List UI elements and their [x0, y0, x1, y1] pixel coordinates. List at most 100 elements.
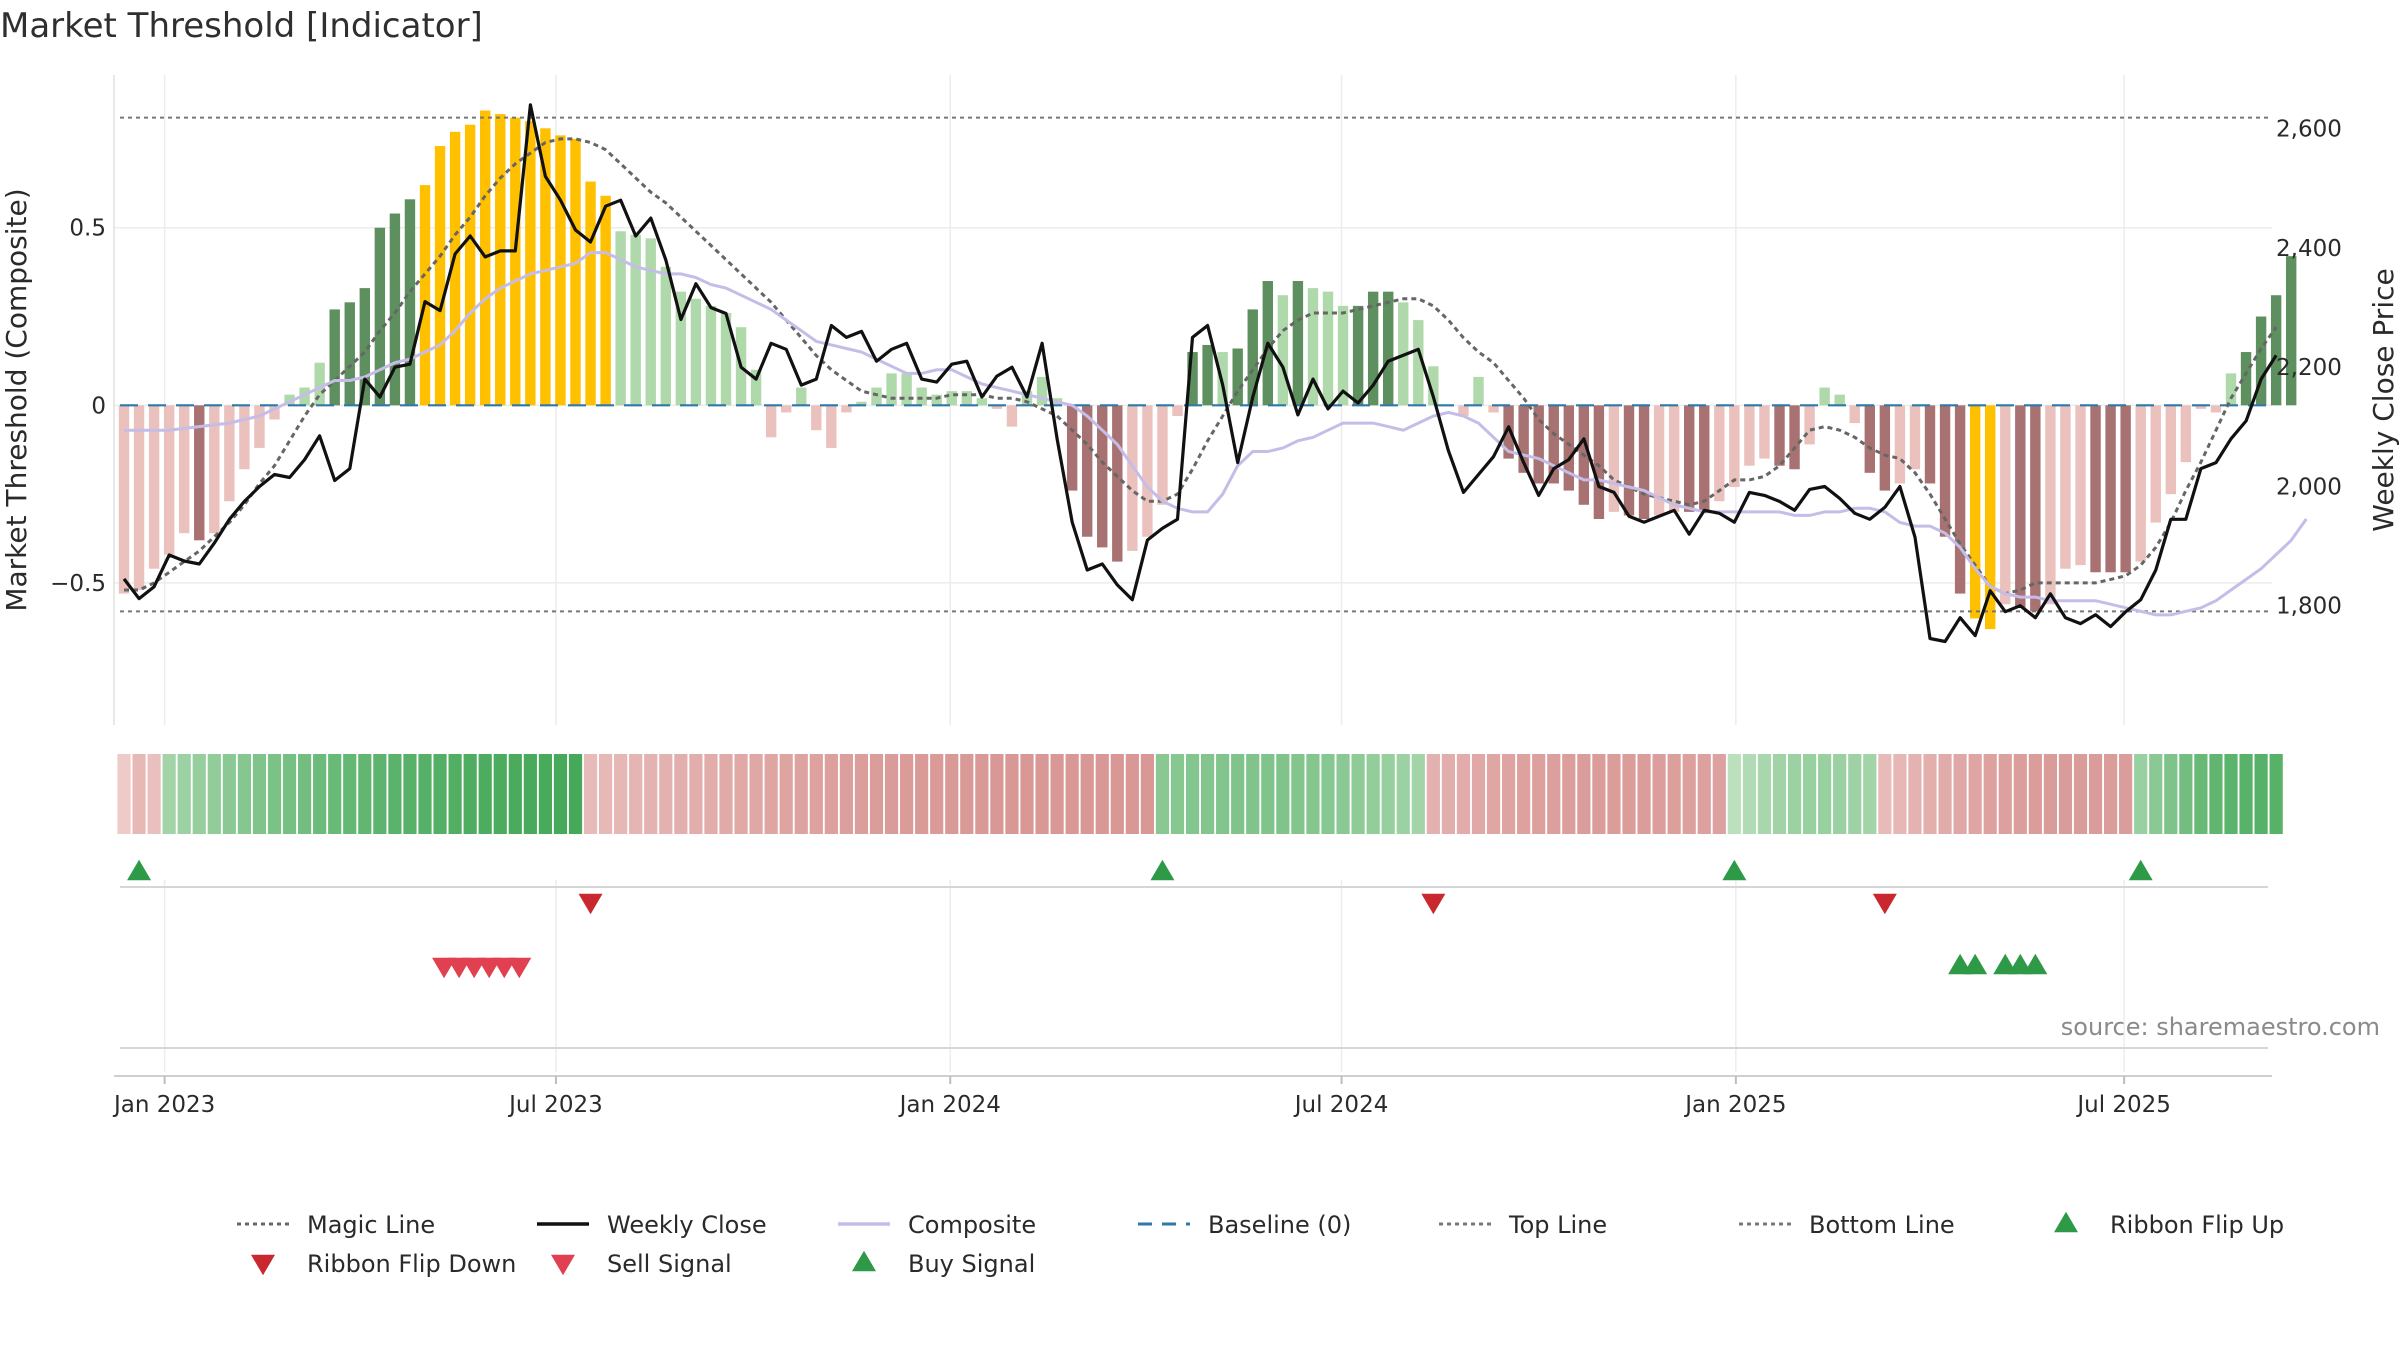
composite-bar [1744, 405, 1755, 466]
composite-bar [720, 312, 732, 406]
ribbon-flip-up-marker [2128, 859, 2153, 881]
composite-bar [269, 405, 280, 420]
ribbon-cell [583, 754, 598, 834]
ribbon-cell [884, 754, 899, 834]
ribbon-cell [267, 754, 282, 834]
ribbon-cell [1908, 754, 1922, 834]
composite-bar [133, 405, 145, 591]
ribbon-cell [719, 754, 733, 834]
weekly-close-line [122, 103, 2278, 644]
ribbon-cell [448, 754, 462, 834]
composite-bar [2090, 405, 2101, 573]
ribbon-cell [418, 754, 432, 834]
y-tick-label: −0.5 [50, 571, 106, 597]
ribbon-cell [1050, 754, 1064, 834]
composite-bar [1849, 405, 1860, 424]
composite-bar [2210, 405, 2222, 413]
x-tick-label: Jan 2023 [112, 1092, 215, 1118]
signal-markers [120, 859, 2268, 1049]
x-tick-label: Jul 2025 [2075, 1092, 2171, 1118]
legend-label: Magic Line [307, 1211, 435, 1239]
ribbon-cell [1065, 754, 1079, 834]
ribbon-cell [2194, 754, 2208, 834]
composite-bar [1142, 405, 1153, 537]
chart-title: Market Threshold [Indicator] [0, 6, 483, 46]
composite-bar [1066, 405, 1078, 491]
composite-bar [1157, 405, 1168, 505]
ribbon-cell [162, 754, 176, 834]
sell-signal-marker [492, 957, 517, 979]
ribbon-cell [1787, 754, 1802, 834]
composite-bar [1413, 320, 1424, 406]
ribbon-cell [990, 754, 1004, 834]
ribbon-cell [1938, 754, 1952, 834]
ribbon-cell [177, 754, 191, 834]
ribbon-cell [1757, 754, 1772, 834]
ribbon-cell [2119, 754, 2133, 834]
buy-signal-marker [1948, 953, 1973, 975]
ribbon-cell [373, 754, 387, 834]
ribbon-cell [839, 754, 853, 834]
ribbon-cell [945, 754, 959, 834]
ribbon-cell [1592, 754, 1606, 834]
ribbon-cell [1306, 754, 1320, 834]
composite-bar [1563, 405, 1574, 491]
composite-bar [1638, 405, 1650, 519]
ribbon-cell [1456, 754, 1471, 834]
y2-tick-label: 1,800 [2276, 594, 2342, 620]
composite-bar [1729, 405, 1740, 488]
composite-bar [404, 199, 416, 406]
sell-signal-marker [432, 957, 457, 979]
composite-bar [329, 309, 340, 406]
composite-bar [1352, 305, 1364, 406]
composite-bar [1985, 405, 1996, 630]
composite-bar [615, 231, 626, 406]
composite-bar [179, 405, 190, 534]
ribbon-cell [1231, 754, 1245, 834]
ribbon-cell [659, 754, 673, 834]
legend-label: Buy Signal [908, 1250, 1035, 1278]
composite-bar [314, 362, 325, 406]
buy-signal-marker [1993, 953, 2018, 975]
y2-tick-label: 2,200 [2276, 355, 2342, 381]
ribbon-cell [1622, 754, 1636, 834]
legend-label: Top Line [1508, 1211, 1607, 1239]
ribbon-cell [1080, 754, 1094, 834]
composite-bar [841, 405, 852, 413]
ribbon-cell [1321, 754, 1335, 834]
composite-bar [2240, 352, 2252, 406]
legend-label: Baseline (0) [1208, 1211, 1351, 1239]
composite-bar [675, 291, 687, 406]
composite-bar [1367, 291, 1379, 406]
ribbon-cell [975, 754, 989, 834]
ribbon-cell [779, 754, 793, 834]
composite-bar [826, 405, 837, 448]
ribbon-flip-up-marker [1722, 859, 1747, 881]
ribbon-cell [2239, 754, 2253, 834]
composite-bar [194, 405, 205, 541]
composite-bar [600, 195, 611, 406]
composite-bar [148, 405, 160, 569]
ribbon-cell [854, 754, 869, 834]
ribbon-cell [237, 754, 251, 834]
ribbon-cell [1878, 754, 1892, 834]
legend: Magic Line Weekly Close Composite Baseline … [237, 1211, 2284, 1278]
composite-bar [344, 302, 355, 406]
composite-bar [1684, 405, 1695, 512]
composite-bar [630, 234, 641, 406]
ribbon-cell [1607, 754, 1621, 834]
composite-bar [1518, 405, 1529, 473]
ribbon-cell [1923, 754, 1937, 834]
buy-signal-marker [2023, 953, 2048, 975]
ribbon-cell [1396, 754, 1410, 834]
composite-bar [1337, 305, 1349, 406]
ribbon-cell [2149, 754, 2163, 834]
composite-bar [163, 405, 175, 555]
composite-bar [1322, 291, 1334, 406]
ribbon-cell [869, 754, 884, 834]
composite-bar [1759, 405, 1770, 459]
composite-bar [284, 394, 295, 406]
legend-label: Composite [908, 1211, 1036, 1239]
composite-bar [239, 405, 250, 470]
composite-bar [1789, 405, 1800, 470]
